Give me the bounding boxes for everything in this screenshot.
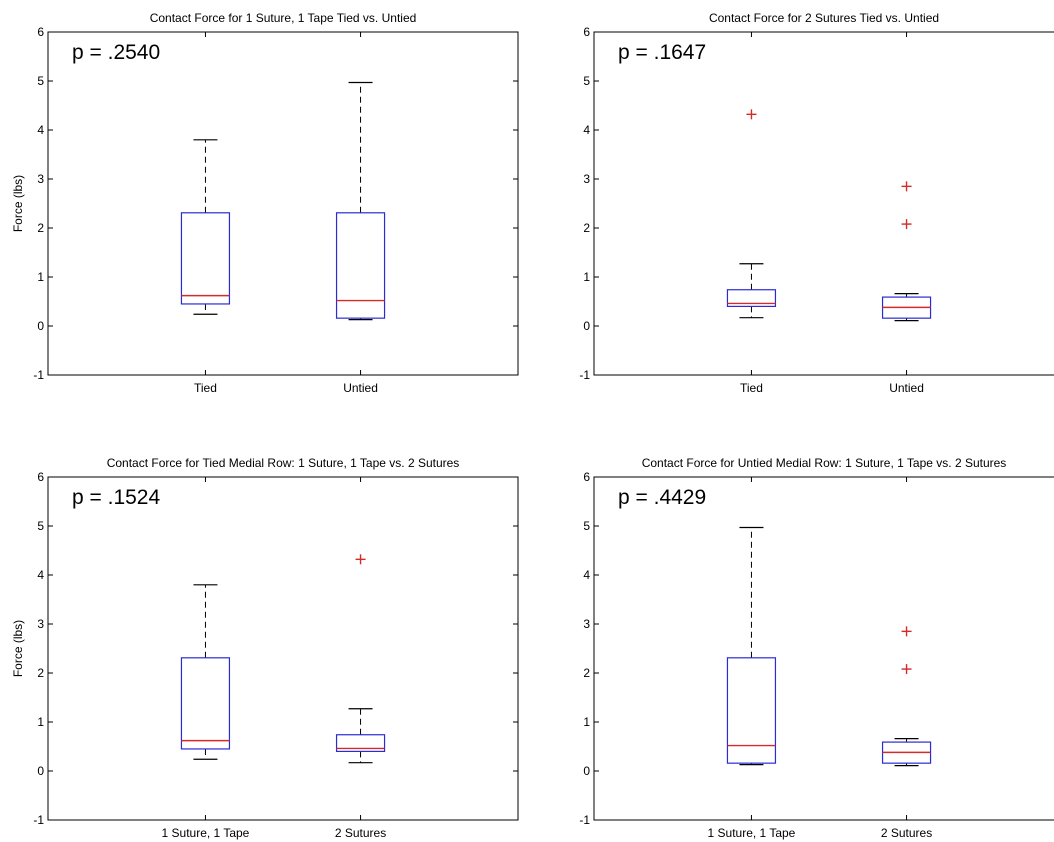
y-tick-label: 6 <box>37 25 44 39</box>
chart-panel-2: Contact Force for 2 Sutures Tied vs. Unt… <box>579 11 1054 395</box>
y-tick-label: 2 <box>37 666 44 680</box>
y-tick-label: 2 <box>37 221 44 235</box>
y-tick-label: 4 <box>583 123 590 137</box>
y-tick-label: 1 <box>37 715 44 729</box>
plot-frame <box>47 31 519 376</box>
y-tick-label: 3 <box>37 617 44 631</box>
box-2 <box>881 181 932 322</box>
y-axis-label: Force (lbs) <box>11 175 25 232</box>
chart-title: Contact Force for 1 Suture, 1 Tape Tied … <box>150 11 417 25</box>
chart-panel-1: Contact Force for 1 Suture, 1 Tape Tied … <box>11 11 519 395</box>
y-tick-label: 4 <box>37 568 44 582</box>
y-tick-label: 5 <box>583 519 590 533</box>
chart-title: Contact Force for Untied Medial Row: 1 S… <box>642 456 1007 470</box>
y-tick-label: 6 <box>37 470 44 484</box>
y-axis-label: Force (lbs) <box>11 620 25 677</box>
outlier-marker <box>901 219 912 230</box>
y-tick-label: 1 <box>583 270 590 284</box>
x-tick-label: Untied <box>343 381 378 395</box>
x-tick-label: 1 Suture, 1 Tape <box>162 826 250 840</box>
plot-frame <box>47 476 519 821</box>
y-tick-label: 5 <box>37 519 44 533</box>
chart-panel-4: Contact Force for Untied Medial Row: 1 S… <box>579 456 1054 840</box>
box-1 <box>726 526 777 766</box>
y-tick-label: 0 <box>583 319 590 333</box>
outlier-marker <box>355 554 366 565</box>
box-2 <box>335 554 386 764</box>
y-tick-label: 3 <box>583 172 590 186</box>
iqr-box <box>180 212 231 305</box>
y-tick-label: 1 <box>583 715 590 729</box>
x-tick-label: 2 Sutures <box>335 826 386 840</box>
iqr-box <box>726 657 777 764</box>
box-1 <box>180 139 231 315</box>
chart-panel-3: Contact Force for Tied Medial Row: 1 Sut… <box>11 456 519 840</box>
y-tick-label: 0 <box>37 764 44 778</box>
y-tick-label: 6 <box>583 25 590 39</box>
iqr-box <box>726 289 777 307</box>
p-value-annotation: p = .2540 <box>72 41 160 64</box>
y-tick-label: -1 <box>579 813 590 827</box>
outlier-marker <box>901 664 912 675</box>
p-value-annotation: p = .1524 <box>72 486 160 509</box>
y-tick-label: 5 <box>583 74 590 88</box>
x-tick-label: 1 Suture, 1 Tape <box>708 826 796 840</box>
y-tick-label: 6 <box>583 470 590 484</box>
y-tick-label: 5 <box>37 74 44 88</box>
outlier-marker <box>901 181 912 192</box>
x-tick-label: Untied <box>889 381 924 395</box>
outlier-marker <box>901 626 912 637</box>
box-2 <box>335 81 386 321</box>
p-value-annotation: p = .1647 <box>618 41 706 64</box>
y-tick-label: 3 <box>583 617 590 631</box>
p-value-annotation: p = .4429 <box>618 486 706 509</box>
y-tick-label: 2 <box>583 666 590 680</box>
y-tick-label: -1 <box>579 368 590 382</box>
plot-frame <box>593 31 1054 376</box>
plot-frame <box>593 476 1054 821</box>
y-tick-label: 0 <box>37 319 44 333</box>
y-tick-label: 1 <box>37 270 44 284</box>
x-tick-label: 2 Sutures <box>881 826 932 840</box>
iqr-box <box>180 657 231 750</box>
box-2 <box>881 626 932 767</box>
iqr-box <box>335 734 386 752</box>
chart-title: Contact Force for Tied Medial Row: 1 Sut… <box>107 456 460 470</box>
y-tick-label: 0 <box>583 764 590 778</box>
iqr-box <box>335 212 386 319</box>
chart-title: Contact Force for 2 Sutures Tied vs. Unt… <box>709 11 939 25</box>
x-tick-label: Tied <box>194 381 217 395</box>
y-tick-label: 3 <box>37 172 44 186</box>
y-tick-label: 4 <box>37 123 44 137</box>
box-1 <box>726 109 777 319</box>
x-tick-label: Tied <box>740 381 763 395</box>
box-1 <box>180 584 231 760</box>
y-tick-label: 4 <box>583 568 590 582</box>
y-tick-label: 2 <box>583 221 590 235</box>
y-tick-label: -1 <box>33 368 44 382</box>
y-tick-label: -1 <box>33 813 44 827</box>
outlier-marker <box>746 109 757 120</box>
